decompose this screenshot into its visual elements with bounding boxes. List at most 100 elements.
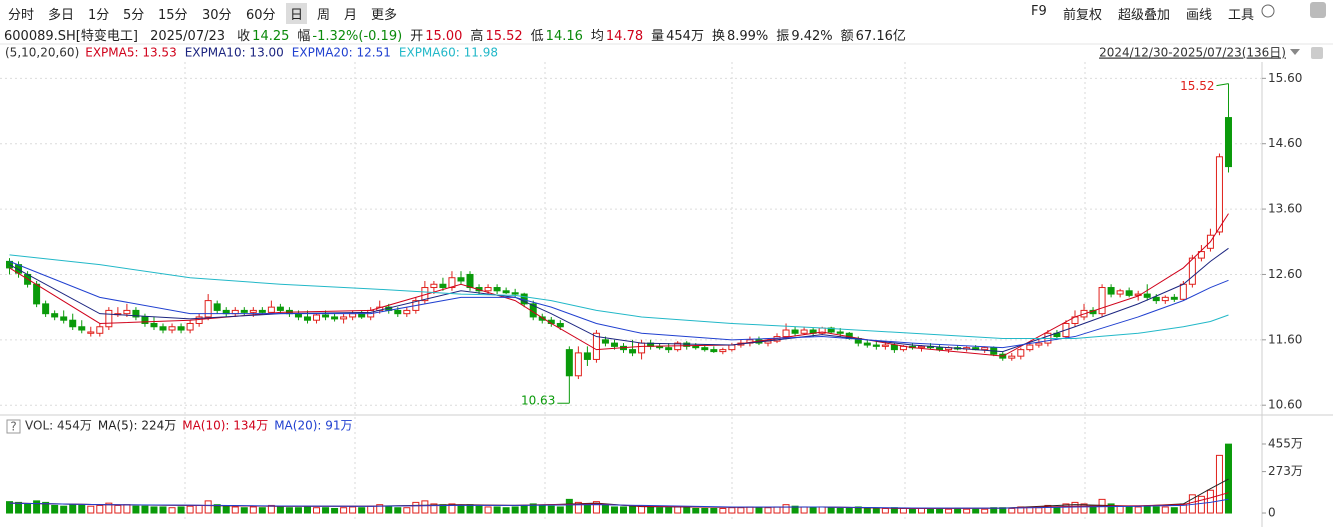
legend-entry: EXPMA20: 12.51 [292,46,391,60]
volume-bar [656,507,664,514]
toolbar-tab[interactable]: 30分 [202,8,232,23]
volume-bar [159,506,167,514]
candle-body [448,277,456,289]
volume-bar [60,505,68,514]
toolbar-button[interactable]: 超级叠加 [1118,8,1171,23]
toolbar-button[interactable]: F9 [1031,4,1047,19]
wp-icon[interactable] [1310,2,1326,18]
toolbar-tab[interactable]: 日 [286,3,308,24]
y-tick-label: 11.60 [1268,332,1302,346]
volume-bar [556,506,564,514]
candle-body [249,309,257,313]
volume-bar [123,504,131,514]
ma-line [9,498,1229,509]
date: 2025/07/23 [150,29,226,44]
candle-body [610,342,618,347]
volume-bar [1062,503,1070,514]
volume-bar [674,506,682,514]
toolbar-tab[interactable]: 月 [344,8,358,23]
legend-entry: MA(20): 91万 [274,419,352,433]
candle-body [340,316,348,320]
volume-bar [303,506,311,514]
volume-bar [764,507,772,514]
y-tick-label: 13.60 [1268,202,1302,216]
settings-icon[interactable] [1261,4,1275,18]
volume-bar [665,507,673,514]
volume-bar [376,504,384,514]
toolbar-tab[interactable]: 5分 [123,8,145,23]
candle-body [1224,117,1232,168]
volume-bar [249,506,257,514]
field-label: 幅 [297,29,311,44]
volume-bar [963,508,971,514]
volume-bar [213,504,221,514]
candle-body [728,344,736,351]
max-label: 15.52 [1180,79,1214,93]
candle-body [60,316,68,321]
volume-bar [845,507,853,514]
candle-body [601,339,609,344]
dropdown-icon[interactable] [1290,49,1300,55]
volume-bar [42,501,50,514]
quote-field: 开 15.00 [410,29,462,44]
candle-body [1017,349,1025,357]
toolbar-tab[interactable]: 1分 [88,8,110,23]
volume-bar [863,507,871,514]
volume-bar [358,507,366,514]
panel-icon[interactable] [1311,47,1323,59]
candle-body [430,283,438,289]
toolbar-button[interactable]: 工具 [1228,8,1255,23]
volume-bar [1053,506,1061,514]
field-label: 振 [776,29,790,44]
toolbar-tab[interactable]: 更多 [371,8,398,23]
volume-bar [836,507,844,514]
candle-body [511,292,519,295]
candle-body [123,309,131,315]
candle-body [917,345,925,349]
volume-bar [340,507,348,514]
volume-bar [150,506,158,514]
toolbar-button[interactable]: 前复权 [1063,8,1103,23]
toolbar: 分时 多日 1分 5分 15分 30分 60分日周月更多 工具 画线 超级叠加 前复权 F9 [0,0,1333,24]
volume-bar [1071,501,1079,514]
toolbar-tab[interactable]: 15分 [158,8,188,23]
volume-bar [773,506,781,514]
volume-bar [800,506,808,514]
candle-body [439,283,447,289]
volume-bar [285,507,293,514]
help-icon[interactable] [6,419,21,434]
volume-bar [186,505,194,514]
candle-body [1188,257,1196,285]
toolbar-button[interactable]: 画线 [1186,8,1213,23]
y-tick-label: 14.60 [1268,136,1302,150]
volume-bar [972,508,980,514]
volume-bar [412,501,420,514]
toolbar-tab[interactable]: 周 [317,8,331,23]
candle-body [1152,296,1160,302]
field-label: 均 [590,29,604,44]
candle-body [791,329,799,334]
legend-entry: VOL: 454万 [25,419,92,433]
volume-bar [141,505,149,514]
candle-body [502,290,510,294]
volume-bar [457,504,465,514]
volume-bar [647,506,655,514]
toolbar-tab[interactable]: 多日 [48,8,75,23]
toolbar-tab[interactable]: 分时 [8,8,35,23]
candle-body [701,347,709,351]
toolbar-tab[interactable]: 60分 [246,8,276,23]
volume-bar [33,500,41,514]
volume-bar [394,507,402,514]
volume-bar [15,501,23,514]
volume-bar [1224,443,1232,514]
candle-body [890,344,898,351]
volume-bar [367,505,375,514]
volume-bar [1008,507,1016,514]
volume-bar [51,504,59,514]
candle-body [42,303,50,315]
volume-bar [719,507,727,514]
volume-bar [755,507,763,514]
field-value: 67.16亿 [855,29,906,44]
field-label: 额 [840,29,854,44]
quote-field: 低 14.16 [531,29,583,44]
